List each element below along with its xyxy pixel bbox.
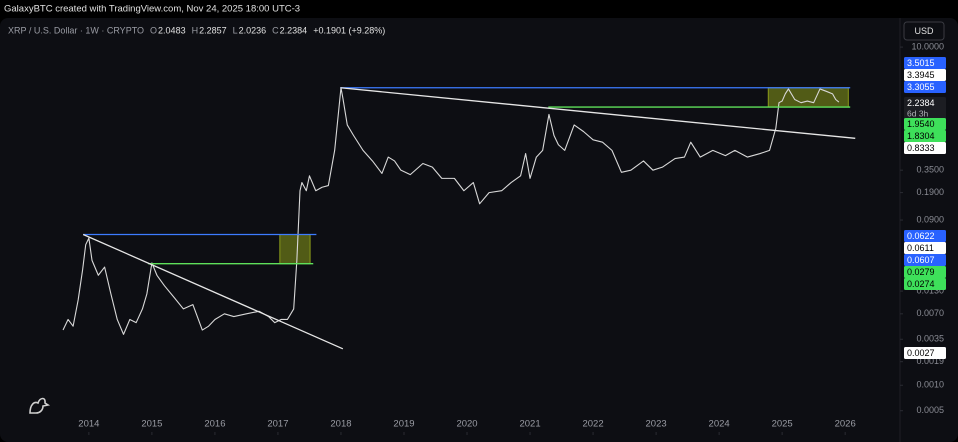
price-label-box [904,97,946,120]
price-label-box [904,142,946,154]
y-tick-label: 0.0035 [916,334,944,344]
y-tick-label: 0.0900 [916,214,944,224]
price-label-box [904,130,946,142]
x-tick-label: 2017 [267,419,288,430]
y-tick-label: 0.0019 [916,356,944,366]
change: +0.1901 (+9.28%) [313,25,385,35]
zone [767,87,849,108]
price-label-box [904,57,946,69]
price-label: 0.0622 [907,231,935,241]
y-tick-label: 10.0000 [911,41,944,51]
x-tick-label: 2022 [582,419,603,430]
price-label: 0.0027 [907,348,935,358]
y-tick-label: 0.0130 [916,285,944,295]
x-tick-label: 2014 [78,419,99,430]
price-label: 0.0607 [907,255,935,265]
price-label-box [904,118,946,130]
price-label-box [904,242,946,254]
price-label-box [904,347,946,359]
ohlc: O 2.0483 H 2.2857 L 2.0236 C 2.2384 +0.1901 (+9.… [150,25,385,35]
y-tick-label: 0.0005 [916,405,944,415]
countdown: 6d 3h [907,108,929,118]
x-tick-label: 2020 [456,419,477,430]
x-tick-label: 2019 [393,419,414,430]
credit: GalaxyBTC created with TradingView.com, … [4,4,300,15]
price-label-box [904,230,946,242]
y-tick-label: 0.0010 [916,380,944,390]
price-label: 0.8333 [907,143,935,153]
price-label: 3.3055 [907,82,935,92]
price-line [62,87,840,335]
ohlc-key: H [192,25,199,35]
ohlc-value: 2.0483 [158,25,186,35]
price-label: 0.0279 [907,267,935,277]
y-tick-label: 0.0070 [916,308,944,318]
price-label: 0.0274 [907,279,935,289]
currency: USD [914,26,934,36]
price-label: 3.5015 [907,58,935,68]
x-tick-label: 2021 [519,419,540,430]
x-tick-label: 2026 [835,419,856,430]
price-label: 3.3945 [907,70,935,80]
y-tick-label: 0.1900 [916,187,944,197]
drawing-line [82,233,344,350]
x-tick-label: 2016 [204,419,225,430]
ohlc-value: 2.0236 [239,25,267,35]
price-label-box [904,69,946,81]
price-label: 1.9540 [907,119,935,129]
price-label: 2.2384 [907,98,935,108]
price-label: 0.0611 [907,243,934,253]
ohlc-key: O [150,25,157,35]
zone [279,234,311,265]
price-label: 1.8304 [907,131,935,141]
price-label-box [904,278,946,290]
x-tick-label: 2018 [330,419,351,430]
tv-logo [29,397,51,414]
x-tick-label: 2023 [646,419,667,430]
drawing-line [340,87,856,139]
x-tick-label: 2015 [141,419,162,430]
y-tick-label: 0.3500 [916,165,944,175]
ohlc-value: 2.2857 [199,25,227,35]
price-label-box [904,266,946,278]
x-tick-label: 2024 [709,419,730,430]
price-label-box [904,81,946,93]
currency-button[interactable] [903,21,945,41]
price-label-box [904,254,946,266]
symbol: XRP / U.S. Dollar · 1W · CRYPTO [8,25,144,35]
chart-panel [0,18,958,442]
ohlc-key: C [272,25,279,35]
ohlc-key: L [233,25,238,35]
x-tick-label: 2025 [772,419,793,430]
ohlc-value: 2.2384 [280,25,308,35]
